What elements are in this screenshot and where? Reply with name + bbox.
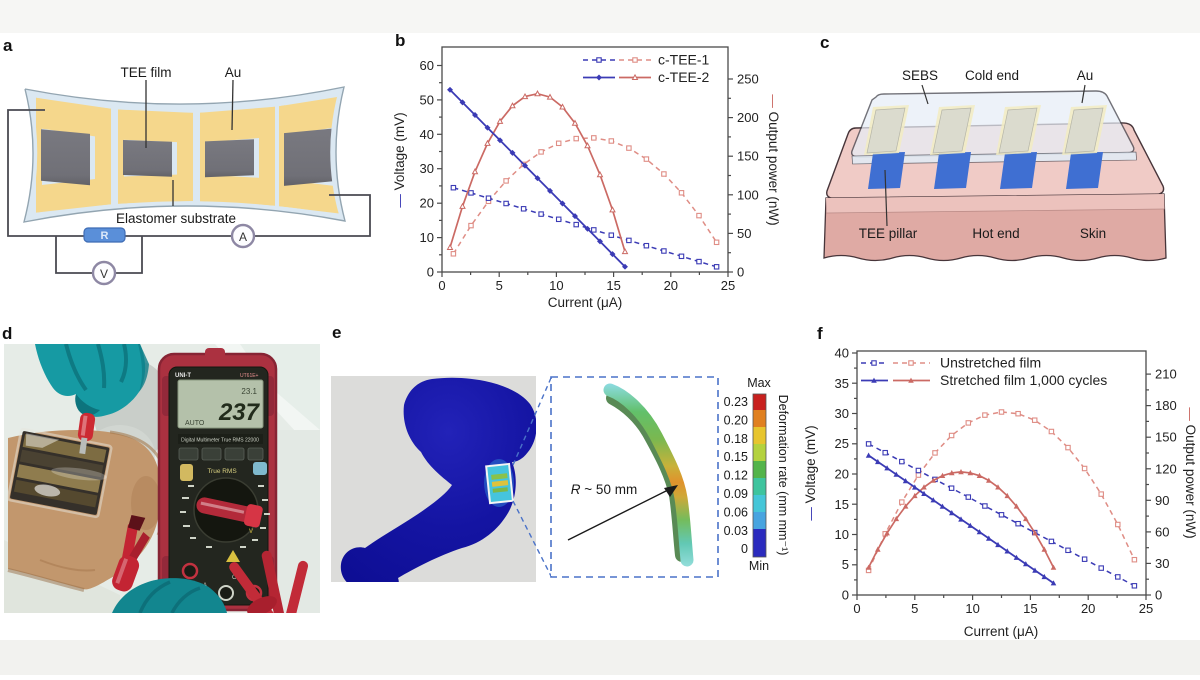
svg-text:0.18: 0.18 bbox=[724, 432, 748, 446]
svg-text:a: a bbox=[3, 36, 13, 55]
svg-text:100: 100 bbox=[737, 187, 759, 202]
svg-text:V: V bbox=[249, 529, 253, 535]
svg-text:25: 25 bbox=[721, 278, 735, 293]
svg-text:237: 237 bbox=[218, 399, 261, 426]
svg-text:5: 5 bbox=[911, 601, 918, 616]
svg-text:Max: Max bbox=[747, 376, 771, 390]
svg-text:d: d bbox=[2, 324, 12, 343]
svg-text:0.06: 0.06 bbox=[724, 505, 748, 519]
svg-text:R ~ 50 mm: R ~ 50 mm bbox=[571, 482, 637, 497]
svg-text:— Voltage (mV): — Voltage (mV) bbox=[803, 425, 818, 520]
svg-text:25: 25 bbox=[835, 436, 849, 451]
svg-text:50: 50 bbox=[737, 226, 751, 241]
svg-text:UT61E+: UT61E+ bbox=[240, 373, 259, 379]
svg-text:c-TEE-1: c-TEE-1 bbox=[658, 52, 710, 68]
svg-text:20: 20 bbox=[1081, 601, 1095, 616]
svg-text:90: 90 bbox=[1155, 493, 1169, 508]
svg-text:30: 30 bbox=[1155, 556, 1169, 571]
svg-text:10: 10 bbox=[549, 278, 563, 293]
svg-text:— Output power (nW): — Output power (nW) bbox=[1183, 407, 1198, 538]
svg-text:f: f bbox=[817, 324, 823, 343]
svg-text:Au: Au bbox=[225, 65, 242, 80]
svg-text:0.12: 0.12 bbox=[724, 469, 748, 483]
svg-text:0: 0 bbox=[1155, 588, 1162, 603]
svg-text:0: 0 bbox=[853, 601, 860, 616]
svg-text:10: 10 bbox=[965, 601, 979, 616]
svg-text:AUTO: AUTO bbox=[185, 420, 205, 427]
svg-text:0.20: 0.20 bbox=[724, 413, 748, 427]
svg-text:0: 0 bbox=[842, 588, 849, 603]
svg-text:50: 50 bbox=[420, 92, 434, 107]
svg-text:30: 30 bbox=[420, 161, 434, 176]
svg-text:— Voltage (mV): — Voltage (mV) bbox=[392, 112, 407, 207]
svg-text:0.23: 0.23 bbox=[724, 395, 748, 409]
svg-text:c-TEE-2: c-TEE-2 bbox=[658, 69, 710, 85]
svg-text:Current (μA): Current (μA) bbox=[964, 624, 1039, 639]
svg-text:0: 0 bbox=[438, 278, 445, 293]
svg-text:Skin: Skin bbox=[1080, 226, 1106, 241]
svg-text:210: 210 bbox=[1155, 367, 1177, 382]
svg-text:40: 40 bbox=[835, 346, 849, 361]
svg-text:Deformation rate (mm mm⁻¹): Deformation rate (mm mm⁻¹) bbox=[776, 395, 790, 556]
svg-text:150: 150 bbox=[1155, 430, 1177, 445]
svg-text:23.1: 23.1 bbox=[241, 387, 257, 396]
svg-text:250: 250 bbox=[737, 72, 759, 87]
svg-text:200: 200 bbox=[737, 110, 759, 125]
svg-text:15: 15 bbox=[1023, 601, 1037, 616]
svg-text:TEE pillar: TEE pillar bbox=[859, 226, 918, 241]
svg-text:20: 20 bbox=[420, 196, 434, 211]
svg-text:20: 20 bbox=[664, 278, 678, 293]
svg-text:Elastomer substrate: Elastomer substrate bbox=[116, 211, 236, 226]
svg-text:30: 30 bbox=[835, 406, 849, 421]
svg-text:180: 180 bbox=[1155, 398, 1177, 413]
svg-text:Au: Au bbox=[1077, 68, 1094, 83]
svg-text:e: e bbox=[332, 323, 341, 342]
svg-text:Current (μA): Current (μA) bbox=[548, 295, 623, 310]
svg-text:0.09: 0.09 bbox=[724, 487, 748, 501]
svg-text:R: R bbox=[101, 230, 109, 242]
svg-text:10: 10 bbox=[835, 527, 849, 542]
svg-text:Digital Multimeter True RMS 22: Digital Multimeter True RMS 22000 bbox=[181, 438, 259, 444]
svg-text:35: 35 bbox=[835, 376, 849, 391]
svg-text:15: 15 bbox=[606, 278, 620, 293]
svg-text:0: 0 bbox=[741, 542, 748, 556]
svg-text:0: 0 bbox=[427, 265, 434, 280]
svg-text:25: 25 bbox=[1139, 601, 1153, 616]
svg-text:Min: Min bbox=[749, 559, 769, 573]
svg-text:10: 10 bbox=[420, 230, 434, 245]
svg-text:— Output power (nW): — Output power (nW) bbox=[766, 94, 781, 225]
svg-text:SEBS: SEBS bbox=[902, 68, 938, 83]
svg-text:TEE film: TEE film bbox=[120, 65, 171, 80]
svg-text:V: V bbox=[100, 267, 108, 281]
svg-text:UNI-T: UNI-T bbox=[175, 373, 191, 379]
svg-text:5: 5 bbox=[496, 278, 503, 293]
svg-text:20: 20 bbox=[835, 467, 849, 482]
svg-text:5: 5 bbox=[842, 557, 849, 572]
svg-text:Hot end: Hot end bbox=[972, 226, 1019, 241]
svg-text:A: A bbox=[239, 230, 247, 244]
svg-text:0.03: 0.03 bbox=[724, 524, 748, 538]
svg-text:0: 0 bbox=[737, 265, 744, 280]
svg-text:Cold end: Cold end bbox=[965, 68, 1019, 83]
svg-text:b: b bbox=[395, 31, 405, 50]
svg-text:40: 40 bbox=[420, 127, 434, 142]
svg-text:60: 60 bbox=[420, 58, 434, 73]
svg-text:15: 15 bbox=[835, 497, 849, 512]
svg-text:Stretched film 1,000 cycles: Stretched film 1,000 cycles bbox=[940, 372, 1107, 388]
svg-text:True RMS: True RMS bbox=[207, 468, 237, 475]
svg-text:0.15: 0.15 bbox=[724, 450, 748, 464]
svg-text:120: 120 bbox=[1155, 461, 1177, 476]
svg-text:Unstretched film: Unstretched film bbox=[940, 355, 1041, 371]
svg-text:60: 60 bbox=[1155, 524, 1169, 539]
svg-text:150: 150 bbox=[737, 149, 759, 164]
svg-text:c: c bbox=[820, 33, 829, 52]
